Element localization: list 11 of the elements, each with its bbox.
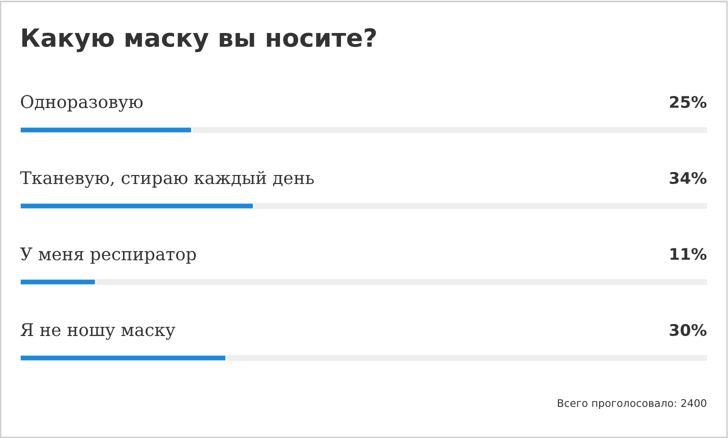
y-tick-label: Тканевую, стираю каждый день	[20, 170, 314, 188]
data-label: 34%	[670, 172, 706, 184]
y-tick-label: У меня респиратор	[20, 248, 196, 264]
bar	[20, 278, 96, 286]
y-tick-label: Одноразовую	[20, 95, 143, 112]
data-label: 11%	[670, 248, 706, 260]
chart-title: Какую маску вы носите?	[22, 28, 376, 52]
data-label: 25%	[670, 96, 706, 108]
y-tick-label: Я не ношу маску	[20, 323, 176, 340]
data-label: 30%	[670, 324, 706, 336]
text: Всего проголосовало: 2400	[558, 399, 706, 410]
